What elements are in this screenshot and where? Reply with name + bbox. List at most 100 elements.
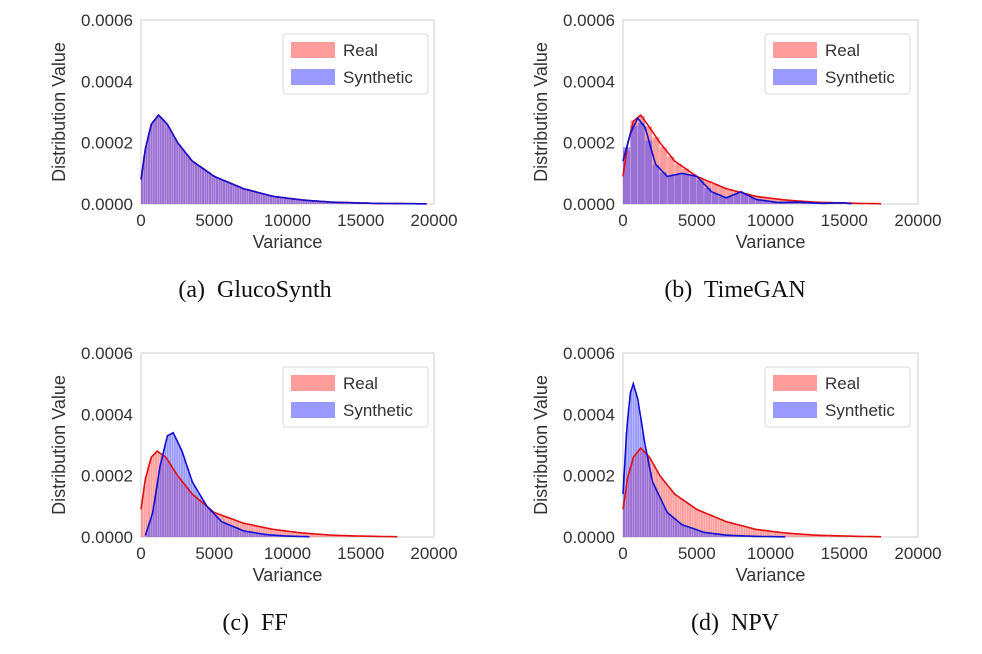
synthetic-bar — [260, 533, 263, 537]
synthetic-bar — [686, 526, 689, 537]
x-axis-label: Variance — [253, 565, 323, 585]
synthetic-bar — [719, 534, 722, 537]
synthetic-bar — [152, 505, 155, 537]
real-bar — [145, 473, 148, 537]
synthetic-bar — [328, 202, 331, 204]
synthetic-bar — [213, 176, 216, 204]
synthetic-bar — [711, 193, 719, 204]
x-tick-label: 20000 — [894, 544, 941, 563]
real-bar — [738, 525, 741, 537]
synthetic-bar — [159, 117, 162, 204]
real-bar — [795, 533, 798, 537]
synthetic-bar — [639, 417, 642, 537]
synthetic-bar — [316, 201, 319, 204]
synthetic-bar — [251, 532, 254, 537]
legend-label-synthetic: Synthetic — [343, 401, 413, 420]
synthetic-bar — [197, 492, 200, 537]
synthetic-bar — [276, 196, 279, 204]
real-bar — [750, 528, 753, 537]
synthetic-bar — [190, 159, 193, 204]
chart-panel-3: 0 5000 10000 15000 20000 0.0000 0.0002 0.0004 0.… — [49, 344, 458, 636]
real-bar — [286, 531, 289, 537]
synthetic-bar — [705, 532, 708, 537]
real-bar — [818, 535, 821, 537]
synthetic-bar — [150, 123, 153, 204]
real-bar — [785, 533, 788, 537]
synthetic-bar — [141, 171, 144, 204]
real-bar — [811, 535, 814, 537]
legend-label-real: Real — [825, 41, 860, 60]
synthetic-bar — [213, 514, 216, 537]
synthetic-kde-line — [144, 431, 310, 538]
synthetic-bar — [651, 481, 654, 537]
real-bar — [712, 516, 715, 537]
real-bar — [314, 534, 317, 537]
real-bar — [783, 532, 786, 537]
synthetic-bar — [704, 187, 712, 204]
synthetic-bar — [176, 142, 179, 204]
x-tick-label: 20000 — [894, 211, 941, 230]
synthetic-bar — [646, 458, 649, 537]
y-axis-label: Distribution Value — [49, 42, 69, 182]
real-bar — [326, 534, 329, 537]
synthetic-bar — [241, 530, 244, 537]
synthetic-bar — [208, 509, 212, 537]
legend-swatch-real — [291, 375, 335, 391]
synthetic-bar — [679, 523, 682, 537]
synthetic-bar — [659, 172, 667, 204]
real-bar — [319, 534, 322, 537]
real-bar — [684, 501, 687, 537]
synthetic-bar — [281, 197, 284, 204]
synthetic-bar — [777, 202, 785, 204]
chart-panel-4: 0 5000 10000 15000 20000 0.0000 0.0002 0.0004 0.… — [531, 344, 942, 636]
real-bar — [283, 530, 287, 537]
real-bar — [766, 530, 770, 537]
y-axis-label: Distribution Value — [49, 375, 69, 515]
chart-panel-1: 0 5000 10000 15000 20000 0.0000 0.0002 0.0004 0.… — [49, 11, 458, 303]
y-axis-label: Distribution Value — [531, 42, 551, 182]
x-tick-label: 15000 — [821, 544, 868, 563]
real-bar — [143, 484, 146, 537]
synthetic-bar — [314, 201, 317, 204]
y-tick-label: 0.0004 — [563, 72, 615, 91]
synthetic-bar — [223, 522, 226, 537]
y-tick-label: 0.0002 — [81, 467, 133, 486]
real-bar — [802, 534, 805, 537]
real-bar — [321, 534, 324, 537]
real-bar — [677, 496, 680, 537]
y-tick-label: 0.0000 — [81, 528, 133, 547]
synthetic-bar — [703, 532, 706, 537]
x-tick-label: 0 — [136, 211, 145, 230]
synthetic-bar — [637, 402, 640, 537]
x-tick-label: 5000 — [678, 211, 716, 230]
real-bar — [312, 533, 315, 537]
synthetic-bar — [272, 196, 275, 204]
legend-swatch-synthetic — [773, 402, 817, 418]
real-bar — [302, 533, 305, 537]
synthetic-bar — [262, 194, 265, 204]
legend-swatch-real — [773, 42, 817, 58]
synthetic-bar — [211, 512, 214, 537]
real-bar — [274, 529, 277, 537]
synthetic-bar — [218, 519, 221, 537]
real-bar — [823, 535, 826, 537]
synthetic-bar — [248, 531, 251, 537]
synthetic-bar — [755, 199, 763, 204]
synthetic-bar — [183, 151, 186, 204]
synthetic-bar — [748, 197, 756, 204]
real-bar — [276, 529, 279, 537]
x-axis-label: Variance — [253, 232, 323, 252]
legend-swatch-synthetic — [291, 402, 335, 418]
synthetic-bar — [225, 181, 228, 204]
real-bar — [246, 524, 249, 537]
subfigure-caption: (b) TimeGAN — [664, 277, 805, 303]
synthetic-bar — [312, 200, 315, 204]
real-bar — [776, 532, 779, 537]
real-bar — [759, 529, 762, 537]
synthetic-bar — [262, 534, 265, 537]
real-bar — [764, 530, 767, 537]
synthetic-bar — [251, 190, 254, 204]
synthetic-bar — [340, 202, 343, 204]
x-axis-label: Variance — [736, 565, 806, 585]
real-bar — [244, 523, 247, 537]
